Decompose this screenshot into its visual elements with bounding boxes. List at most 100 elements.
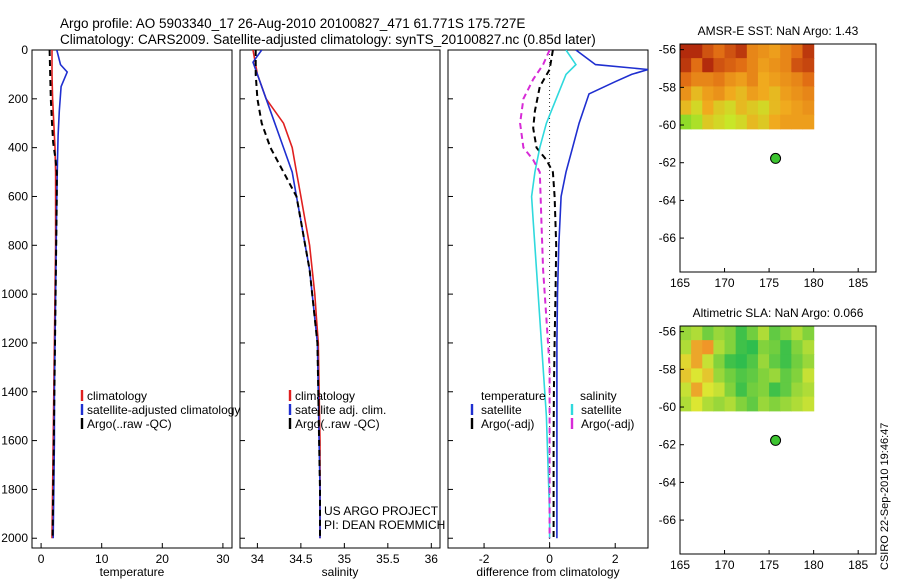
sla-map-cell	[691, 354, 703, 369]
sst-map-ytick-label: -60	[659, 118, 677, 132]
sst-map-cell	[724, 114, 737, 130]
difference-xtick-label: -2	[479, 552, 490, 566]
sst-map-cell	[713, 72, 726, 87]
sst-map-cell	[746, 114, 759, 130]
sst-map-ytick-label: -56	[659, 43, 677, 57]
sla-map-ytick-label: -58	[659, 362, 677, 376]
sst-map-cell	[791, 44, 804, 59]
sla-map-cell	[757, 354, 770, 369]
sla-map-cell	[791, 326, 804, 341]
sla-map-cell	[802, 326, 815, 341]
sst-map-cell	[791, 72, 804, 87]
temperature-xtick-label: 20	[156, 552, 170, 566]
sla-map-ytick-label: -64	[659, 475, 677, 489]
sst-map-cell	[702, 86, 715, 102]
sst-map-cell	[802, 86, 815, 102]
salinity-series-line	[252, 50, 321, 539]
sla-map-cell	[802, 340, 815, 355]
sla-map-cell	[791, 368, 804, 384]
sst-map-cell	[769, 86, 781, 102]
sla-map-cell	[780, 354, 792, 369]
sst-map-cell	[691, 72, 703, 87]
sst-map-cell	[724, 44, 737, 59]
temperature-ytick-label: 600	[8, 189, 28, 203]
sst-map-cell	[780, 100, 792, 116]
sla-map-xtick-label: 180	[804, 558, 824, 572]
sst-map-cell	[713, 114, 726, 130]
sst-map-xtick-label: 185	[848, 276, 868, 290]
sla-map-cell	[746, 326, 759, 341]
temperature-xtick-label: 30	[216, 552, 230, 566]
difference-legend-label: Argo(-adj)	[581, 417, 634, 431]
sla-map-cell	[746, 396, 759, 412]
sst-map-cell	[757, 86, 770, 102]
sst-map-cell	[769, 72, 781, 87]
sla-map-cell	[724, 354, 737, 369]
temperature-legend-label: climatology	[87, 389, 147, 403]
sst-map-xtick-label: 170	[715, 276, 735, 290]
sla-map-cell	[691, 382, 703, 398]
temperature-ytick-label: 1000	[1, 287, 28, 301]
sst-map-cell	[724, 58, 737, 73]
sla-map-cell	[724, 368, 737, 384]
difference-series-line	[530, 50, 577, 539]
sla-map-cell	[757, 382, 770, 398]
difference-series-line	[519, 50, 551, 539]
sla-map-cell	[769, 354, 781, 369]
sla-map-cell	[780, 382, 792, 398]
sst-map-cell	[769, 44, 781, 59]
temperature-ytick-label: 800	[8, 238, 28, 252]
salinity-legend-label: climatology	[295, 389, 355, 403]
sst-map-cell	[680, 100, 692, 116]
sla-map-cell	[680, 326, 692, 341]
sla-map-cell	[680, 340, 692, 355]
sst-map-ytick-label: -58	[659, 80, 677, 94]
sst-map-ytick-label: -66	[659, 231, 677, 245]
sla-map-cell	[802, 368, 815, 384]
sst-map-cell	[746, 86, 759, 102]
sla-map-cell	[780, 396, 792, 412]
sst-map-cell	[746, 44, 759, 59]
sst-map-cell	[746, 58, 759, 73]
difference-legend-heading: salinity	[580, 389, 617, 403]
sst-map-cell	[802, 100, 815, 116]
sla-map-cell	[791, 382, 804, 398]
sst-map-cell	[780, 72, 792, 87]
temperature-ytick-label: 1200	[1, 336, 28, 350]
temperature-ytick-label: 1600	[1, 434, 28, 448]
temperature-legend-label: Argo(..raw -QC)	[87, 417, 172, 431]
temperature-ytick-label: 2000	[1, 531, 28, 545]
sla-map-ytick-label: -62	[659, 438, 677, 452]
sst-map-cell	[702, 44, 715, 59]
sla-map-cell	[680, 354, 692, 369]
sst-map-cell	[802, 114, 815, 130]
sla-map-ytick-label: -56	[659, 325, 677, 339]
sst-map-cell	[691, 86, 703, 102]
salinity-legend-label: Argo(..raw -QC)	[295, 417, 380, 431]
sla-map-cell	[735, 382, 748, 398]
temperature-xlabel: temperature	[100, 565, 165, 579]
sst-map-cell	[769, 100, 781, 116]
salinity-xlabel: salinity	[322, 565, 359, 579]
salinity-legend-label: satellite adj. clim.	[295, 403, 386, 417]
sla-map-title: Altimetric SLA: NaN Argo: 0.066	[693, 306, 864, 320]
sst-map-cell	[802, 58, 815, 73]
sst-map-cell	[780, 44, 792, 59]
temperature-ytick-label: 400	[8, 141, 28, 155]
sla-map-cell	[735, 326, 748, 341]
sst-map-cell	[791, 100, 804, 116]
salinity-frame	[239, 49, 441, 549]
sst-map-cell	[735, 114, 748, 130]
sst-map-float-marker	[770, 152, 782, 164]
sla-map-cell	[713, 396, 726, 412]
sla-map-xtick-label: 165	[670, 558, 690, 572]
sla-map-cell	[746, 354, 759, 369]
sla-map-cell	[746, 340, 759, 355]
sst-map-xtick-label: 165	[670, 276, 690, 290]
sst-map-cell	[713, 86, 726, 102]
sla-map-cell	[702, 382, 715, 398]
sst-map-cell	[746, 72, 759, 87]
sla-map-cell	[702, 368, 715, 384]
sst-map-cell	[680, 114, 692, 130]
sla-map-cell	[713, 326, 726, 341]
